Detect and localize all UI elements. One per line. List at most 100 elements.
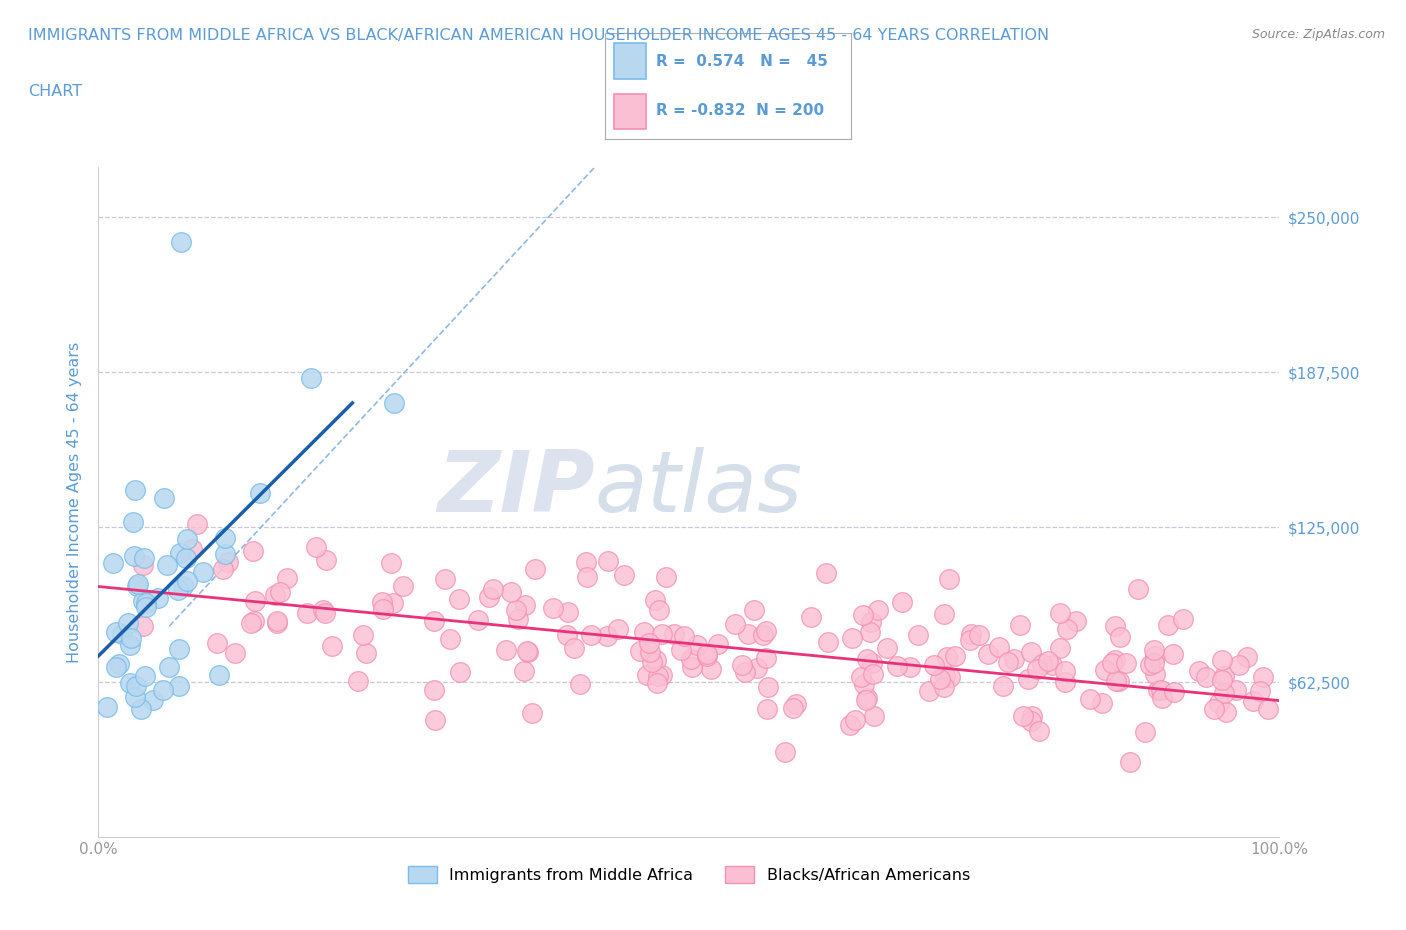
- Point: [134, 551, 156, 565]
- Point: [1104, 618, 1126, 633]
- Point: [1213, 669, 1236, 684]
- Point: [628, 644, 651, 658]
- Point: [124, 549, 146, 564]
- Point: [1115, 656, 1137, 671]
- Point: [731, 658, 754, 672]
- Point: [249, 485, 271, 500]
- Point: [211, 562, 233, 577]
- Point: [299, 371, 322, 386]
- Point: [152, 682, 174, 697]
- Point: [148, 591, 170, 605]
- Point: [1251, 670, 1274, 684]
- Point: [1139, 658, 1161, 673]
- Point: [1161, 646, 1184, 661]
- Point: [239, 616, 262, 631]
- Point: [124, 689, 146, 704]
- Point: [217, 554, 239, 569]
- Point: [135, 595, 157, 610]
- Point: [276, 571, 298, 586]
- Point: [579, 628, 602, 643]
- Point: [1056, 621, 1078, 636]
- Point: [1012, 709, 1035, 724]
- Point: [997, 654, 1019, 669]
- Point: [1002, 652, 1025, 667]
- Point: [859, 615, 882, 630]
- Point: [782, 701, 804, 716]
- Point: [651, 667, 673, 682]
- Point: [118, 675, 141, 690]
- Point: [696, 649, 718, 664]
- Point: [1211, 672, 1233, 687]
- Point: [838, 717, 860, 732]
- Point: [1241, 694, 1264, 709]
- Point: [142, 692, 165, 707]
- Point: [706, 637, 728, 652]
- Point: [1080, 692, 1102, 707]
- Point: [863, 709, 886, 724]
- Point: [425, 712, 447, 727]
- Point: [907, 628, 929, 643]
- Point: [752, 628, 775, 643]
- Point: [681, 659, 703, 674]
- Point: [647, 669, 669, 684]
- Point: [775, 744, 797, 759]
- Text: R =  0.574   N =   45: R = 0.574 N = 45: [657, 54, 828, 69]
- Point: [662, 626, 685, 641]
- Point: [862, 667, 884, 682]
- Point: [315, 552, 337, 567]
- Point: [681, 652, 703, 667]
- Point: [392, 578, 415, 593]
- Point: [447, 591, 470, 606]
- Point: [886, 658, 908, 673]
- Point: [876, 640, 898, 655]
- Point: [266, 616, 288, 631]
- Point: [938, 572, 960, 587]
- Point: [669, 643, 692, 658]
- Point: [371, 602, 394, 617]
- Point: [934, 606, 956, 621]
- Point: [651, 627, 673, 642]
- Point: [987, 639, 1010, 654]
- Point: [562, 641, 585, 656]
- Legend: Immigrants from Middle Africa, Blacks/African Americans: Immigrants from Middle Africa, Blacks/Af…: [402, 860, 976, 889]
- Point: [575, 569, 598, 584]
- Point: [127, 579, 149, 594]
- Point: [1208, 696, 1230, 711]
- Point: [132, 593, 155, 608]
- Text: Source: ZipAtlas.com: Source: ZipAtlas.com: [1251, 28, 1385, 41]
- Point: [898, 659, 921, 674]
- Point: [1108, 630, 1130, 644]
- Point: [482, 581, 505, 596]
- Point: [977, 647, 1000, 662]
- Point: [856, 652, 879, 667]
- Point: [1049, 641, 1071, 656]
- Point: [1036, 654, 1059, 669]
- Point: [918, 684, 941, 698]
- Point: [967, 628, 990, 643]
- Point: [855, 693, 877, 708]
- Point: [1143, 656, 1166, 671]
- Point: [132, 558, 155, 573]
- Point: [352, 627, 374, 642]
- Point: [513, 664, 536, 679]
- Point: [1225, 682, 1247, 697]
- Point: [758, 680, 780, 695]
- Point: [1213, 685, 1236, 700]
- Point: [755, 701, 778, 716]
- Point: [1119, 755, 1142, 770]
- Point: [245, 593, 267, 608]
- Point: [638, 635, 661, 650]
- Point: [922, 658, 945, 672]
- Point: [495, 643, 517, 658]
- Point: [1105, 673, 1128, 688]
- Point: [1211, 653, 1233, 668]
- Point: [655, 570, 678, 585]
- Point: [1094, 662, 1116, 677]
- Point: [943, 648, 966, 663]
- Point: [224, 645, 246, 660]
- Point: [214, 530, 236, 545]
- Point: [1040, 658, 1063, 672]
- Point: [186, 516, 208, 531]
- Point: [449, 664, 471, 679]
- Point: [214, 547, 236, 562]
